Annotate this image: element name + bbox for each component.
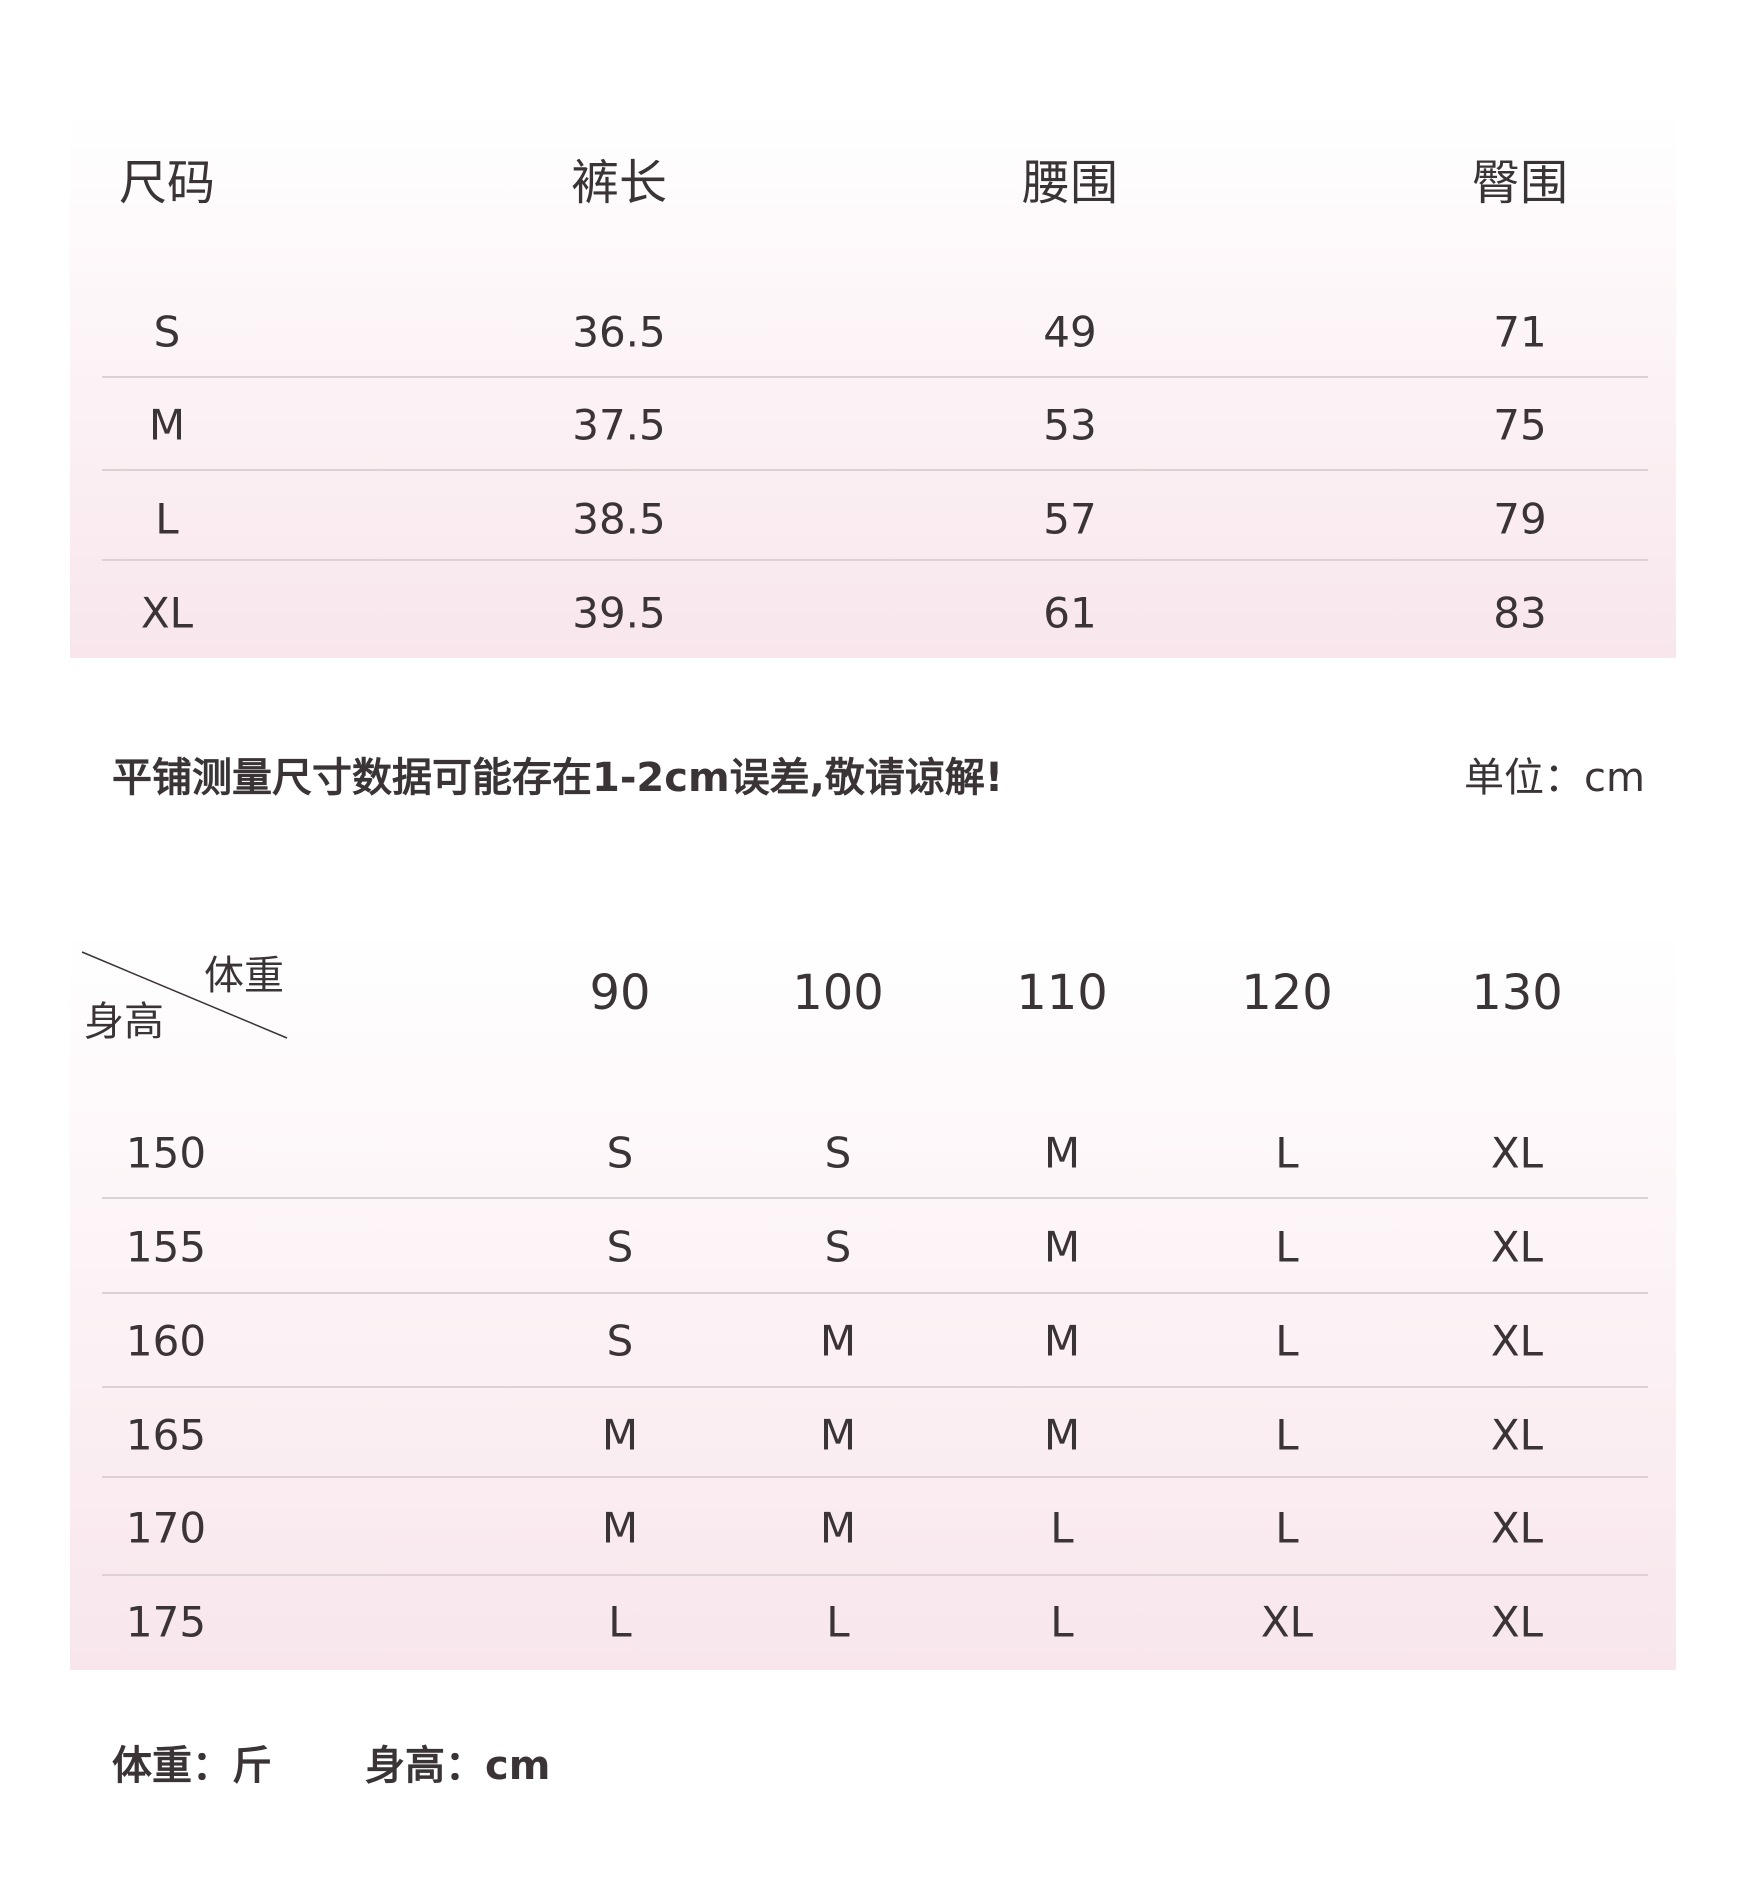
size-cell: XL <box>1490 1597 1544 1647</box>
height-label: 175 <box>125 1597 207 1647</box>
weight-header: 110 <box>1016 965 1108 1021</box>
size-cell: M <box>601 1503 639 1553</box>
corner-height-label: 身高 <box>84 999 164 1045</box>
row-divider <box>102 1386 1648 1388</box>
size-cell: M <box>819 1503 857 1553</box>
row-divider <box>102 1574 1648 1576</box>
table-cell: 39.5 <box>572 588 666 638</box>
size-cell: XL <box>1490 1128 1544 1178</box>
size-cell: XL <box>1260 1597 1314 1647</box>
recommend-chart-panel <box>70 930 1676 1670</box>
column-header: 腰围 <box>1021 155 1119 211</box>
size-cell: L <box>1275 1222 1299 1272</box>
size-cell: XL <box>1490 1503 1544 1553</box>
table-cell: 79 <box>1493 494 1547 544</box>
size-cell: L <box>1050 1597 1074 1647</box>
height-unit-note: 身高：cm <box>365 1743 551 1789</box>
table-cell: XL <box>140 588 194 638</box>
size-cell: S <box>606 1222 634 1272</box>
size-cell: M <box>819 1316 857 1366</box>
column-header: 尺码 <box>118 155 216 211</box>
size-cell: L <box>1275 1128 1299 1178</box>
corner-diagonal-line <box>81 951 288 1039</box>
size-cell: S <box>606 1316 634 1366</box>
unit-label: 单位：cm <box>1464 755 1645 801</box>
table-cell: 53 <box>1043 400 1097 450</box>
height-label: 160 <box>125 1316 207 1366</box>
row-divider <box>102 559 1648 561</box>
table-cell: S <box>153 307 181 357</box>
size-cell: L <box>1275 1316 1299 1366</box>
size-cell: XL <box>1490 1222 1544 1272</box>
size-cell: XL <box>1490 1316 1544 1366</box>
table-cell: M <box>148 400 186 450</box>
weight-header: 130 <box>1471 965 1563 1021</box>
table-cell: 38.5 <box>572 494 666 544</box>
size-cell: M <box>819 1410 857 1460</box>
table-cell: 83 <box>1493 588 1547 638</box>
row-divider <box>102 1476 1648 1478</box>
table-cell: 37.5 <box>572 400 666 450</box>
height-label: 170 <box>125 1503 207 1553</box>
height-label: 150 <box>125 1128 207 1178</box>
table-cell: 75 <box>1493 400 1547 450</box>
weight-header: 90 <box>589 965 651 1021</box>
table-cell: 49 <box>1043 307 1097 357</box>
size-cell: M <box>1043 1222 1081 1272</box>
table-cell: 36.5 <box>572 307 666 357</box>
weight-header: 120 <box>1241 965 1333 1021</box>
row-divider <box>102 469 1648 471</box>
size-cell: M <box>1043 1128 1081 1178</box>
size-cell: S <box>824 1128 852 1178</box>
size-cell: L <box>826 1597 850 1647</box>
size-cell: L <box>1050 1503 1074 1553</box>
height-label: 165 <box>125 1410 207 1460</box>
weight-header: 100 <box>792 965 884 1021</box>
row-divider <box>102 1197 1648 1199</box>
size-cell: S <box>606 1128 634 1178</box>
size-cell: L <box>1275 1503 1299 1553</box>
corner-weight-label: 体重 <box>204 953 284 999</box>
row-divider <box>102 376 1648 378</box>
size-cell: M <box>1043 1410 1081 1460</box>
height-label: 155 <box>125 1222 207 1272</box>
table-cell: 57 <box>1043 494 1097 544</box>
size-chart-panel <box>70 112 1676 658</box>
column-header: 臀围 <box>1471 155 1569 211</box>
table-cell: 71 <box>1493 307 1547 357</box>
table-cell: L <box>155 494 179 544</box>
measurement-note: 平铺测量尺寸数据可能存在1-2cm误差,敬请谅解! <box>112 755 1004 801</box>
size-cell: S <box>824 1222 852 1272</box>
size-cell: XL <box>1490 1410 1544 1460</box>
size-cell: M <box>1043 1316 1081 1366</box>
table-cell: 61 <box>1043 588 1097 638</box>
size-cell: M <box>601 1410 639 1460</box>
column-header: 裤长 <box>570 155 668 211</box>
row-divider <box>102 1292 1648 1294</box>
size-cell: L <box>1275 1410 1299 1460</box>
size-cell: L <box>608 1597 632 1647</box>
weight-unit-note: 体重：斤 <box>112 1743 272 1789</box>
